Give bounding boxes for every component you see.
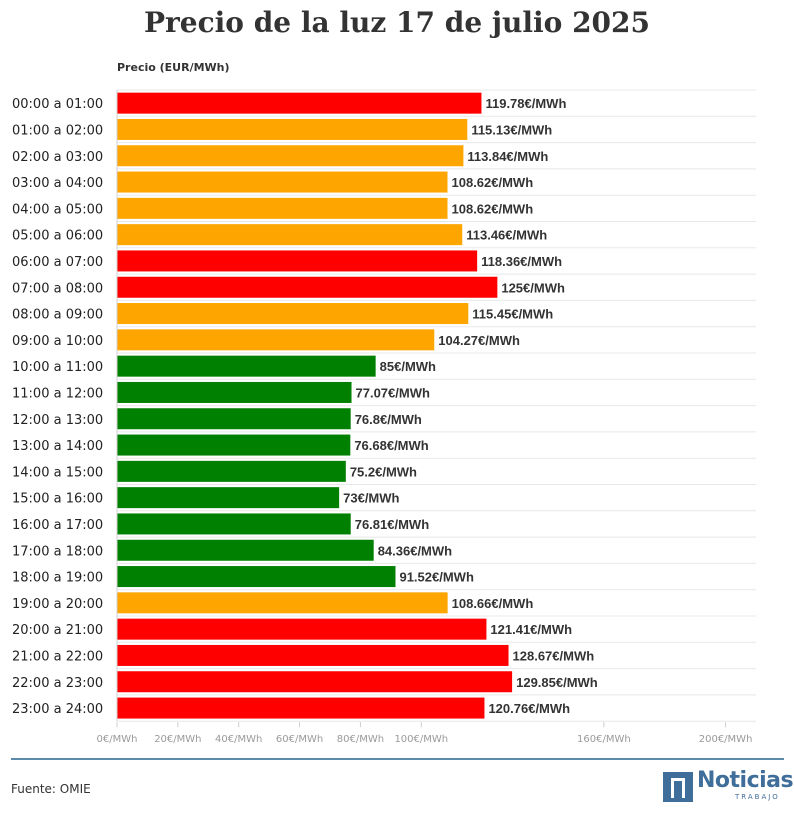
- bar: [117, 197, 448, 219]
- bar: [117, 460, 346, 482]
- bar: [117, 381, 352, 403]
- logo-sub: TRABAJO: [735, 793, 780, 801]
- category-label: 05:00 a 06:00: [12, 229, 103, 244]
- category-label: 23:00 a 24:00: [12, 702, 103, 717]
- value-label: 76.81€/MWh: [355, 517, 429, 532]
- value-label: 73€/MWh: [343, 491, 399, 506]
- value-label: 118.36€/MWh: [481, 254, 562, 269]
- category-label: 01:00 a 02:00: [12, 123, 103, 138]
- value-label: 91.52€/MWh: [399, 570, 473, 585]
- value-label: 115.45€/MWh: [472, 307, 553, 322]
- category-label: 04:00 a 05:00: [12, 202, 103, 217]
- category-label: 11:00 a 12:00: [12, 386, 103, 401]
- value-label: 108.66€/MWh: [452, 596, 534, 611]
- bar: [117, 434, 351, 456]
- bar: [117, 355, 376, 377]
- category-label: 20:00 a 21:00: [12, 623, 103, 638]
- x-tick-label: 40€/MWh: [215, 734, 262, 745]
- x-tick-label: 20€/MWh: [154, 734, 201, 745]
- bar: [117, 592, 448, 614]
- x-tick-label: 160€/MWh: [577, 734, 631, 745]
- bar: [117, 250, 478, 272]
- bar: [117, 566, 396, 588]
- brand-logo[interactable]: Noticias TRABAJO: [663, 768, 794, 803]
- bar: [117, 618, 487, 640]
- bar: [117, 408, 351, 430]
- logo-mark-icon: [663, 772, 693, 802]
- x-tick-label: 200€/MWh: [699, 734, 753, 745]
- category-label: 09:00 a 10:00: [12, 334, 103, 349]
- category-label: 15:00 a 16:00: [12, 492, 103, 507]
- value-label: 108.62€/MWh: [452, 175, 534, 190]
- value-label: 84.36€/MWh: [378, 543, 452, 558]
- category-label: 08:00 a 09:00: [12, 308, 103, 323]
- value-label: 113.46€/MWh: [466, 228, 547, 243]
- x-tick-label: 60€/MWh: [276, 734, 323, 745]
- category-label: 18:00 a 19:00: [12, 571, 103, 586]
- bar: [117, 224, 463, 246]
- value-label: 129.85€/MWh: [516, 675, 598, 690]
- value-label: 85€/MWh: [380, 359, 436, 374]
- value-label: 76.68€/MWh: [354, 438, 428, 453]
- category-label: 03:00 a 04:00: [12, 176, 103, 191]
- source-note: Fuente: OMIE: [11, 782, 91, 796]
- category-label: 13:00 a 14:00: [12, 439, 103, 454]
- value-label: 75.2€/MWh: [350, 464, 417, 479]
- footer-divider: [11, 758, 784, 760]
- category-label: 22:00 a 23:00: [12, 676, 103, 691]
- category-label: 06:00 a 07:00: [12, 255, 103, 270]
- value-label: 108.62€/MWh: [452, 201, 534, 216]
- category-label: 10:00 a 11:00: [12, 360, 103, 375]
- value-label: 115.13€/MWh: [471, 122, 552, 137]
- x-tick-label: 100€/MWh: [394, 734, 448, 745]
- bar: [117, 513, 351, 535]
- bar: [117, 644, 509, 666]
- x-tick-label: 80€/MWh: [337, 734, 384, 745]
- category-label: 02:00 a 03:00: [12, 150, 103, 165]
- category-label: 07:00 a 08:00: [12, 281, 103, 296]
- value-label: 76.8€/MWh: [355, 412, 422, 427]
- x-tick-label: 0€/MWh: [97, 734, 138, 745]
- bar: [117, 118, 468, 140]
- bar: [117, 697, 485, 719]
- bar-chart: 0€/MWh 20€/MWh 40€/MWh 60€/MWh 80€/MWh 100€/M…: [12, 89, 756, 745]
- bar: [117, 671, 513, 693]
- value-label: 125€/MWh: [501, 280, 565, 295]
- value-label: 113.84€/MWh: [467, 149, 548, 164]
- value-label: 77.07€/MWh: [356, 385, 430, 400]
- bar: [117, 276, 498, 298]
- category-label: 12:00 a 13:00: [12, 413, 103, 428]
- value-label: 119.78€/MWh: [485, 96, 566, 111]
- logo-word: Noticias: [697, 768, 794, 793]
- value-label: 121.41€/MWh: [490, 622, 572, 637]
- axis-label: Precio (EUR/MWh): [117, 61, 230, 74]
- bar: [117, 487, 340, 509]
- bar: [117, 303, 469, 325]
- bar: [117, 145, 464, 167]
- bar: [117, 329, 435, 351]
- category-label: 21:00 a 22:00: [12, 649, 103, 664]
- category-label: 19:00 a 20:00: [12, 597, 103, 612]
- value-label: 128.67€/MWh: [513, 648, 595, 663]
- category-label: 16:00 a 17:00: [12, 518, 103, 533]
- value-label: 104.27€/MWh: [438, 333, 520, 348]
- bar: [117, 539, 374, 561]
- category-label: 00:00 a 01:00: [12, 97, 103, 112]
- bar: [117, 92, 482, 114]
- value-label: 120.76€/MWh: [488, 701, 570, 716]
- category-label: 17:00 a 18:00: [12, 544, 103, 559]
- category-label: 14:00 a 15:00: [12, 465, 103, 480]
- chart-title: Precio de la luz 17 de julio 2025: [143, 6, 650, 39]
- bar: [117, 171, 448, 193]
